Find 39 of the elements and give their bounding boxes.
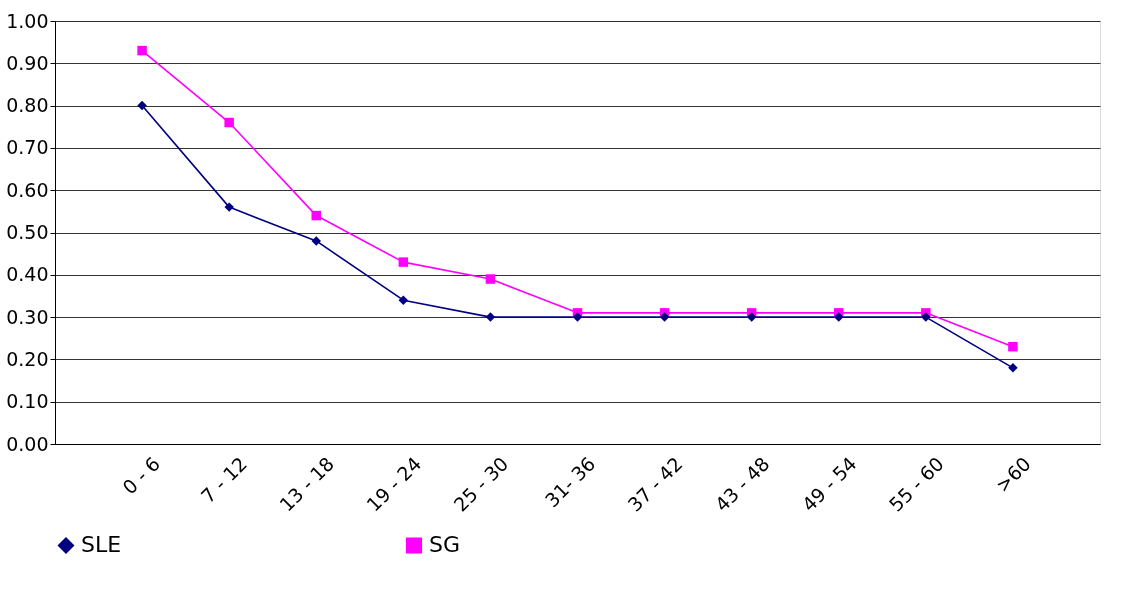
y-tick-label: 0.10 bbox=[6, 390, 49, 413]
y-tick-label: 0.80 bbox=[6, 94, 49, 117]
y-tick-label: 0.50 bbox=[6, 221, 49, 243]
point bbox=[224, 117, 234, 128]
y-tick-label: 0.30 bbox=[6, 305, 49, 328]
y-tick-label: 0.40 bbox=[6, 263, 49, 286]
point bbox=[746, 312, 757, 322]
y-tick-label: 1.00 bbox=[6, 9, 49, 32]
x-tick-label: 37 - 42 bbox=[623, 452, 687, 516]
point bbox=[921, 312, 931, 322]
point bbox=[398, 257, 409, 267]
x-tick-label: 55 - 60 bbox=[884, 452, 948, 516]
point bbox=[485, 312, 496, 322]
point bbox=[137, 45, 147, 56]
point bbox=[224, 202, 234, 212]
y-tick-label: 0.60 bbox=[6, 178, 49, 201]
point bbox=[572, 312, 583, 322]
point bbox=[311, 210, 321, 221]
y-tick-label: 0.90 bbox=[6, 51, 49, 74]
point bbox=[311, 236, 321, 246]
y-tick-label: 0.70 bbox=[6, 136, 49, 159]
x-tick-label: 7 - 12 bbox=[196, 452, 252, 507]
point bbox=[659, 312, 670, 322]
x-tick-label: 43 - 48 bbox=[710, 452, 774, 516]
x-tick-label: 0 - 6 bbox=[117, 452, 165, 499]
x-tick-label: 49 - 54 bbox=[797, 452, 861, 516]
legend-label: SG bbox=[429, 532, 461, 558]
y-tick-label: 0.00 bbox=[6, 432, 49, 455]
point bbox=[1008, 341, 1018, 352]
x-tick-label: 25 - 30 bbox=[449, 452, 513, 516]
point bbox=[137, 100, 147, 111]
x-tick-label: 19 - 24 bbox=[362, 452, 426, 516]
y-tick-label: 0.20 bbox=[6, 347, 49, 370]
x-tick-label: 31- 36 bbox=[540, 452, 600, 512]
point bbox=[485, 274, 496, 284]
point bbox=[834, 312, 844, 322]
x-tick-label: 13 - 18 bbox=[275, 452, 339, 516]
legend-label: SLE bbox=[81, 532, 122, 558]
point bbox=[398, 295, 409, 305]
